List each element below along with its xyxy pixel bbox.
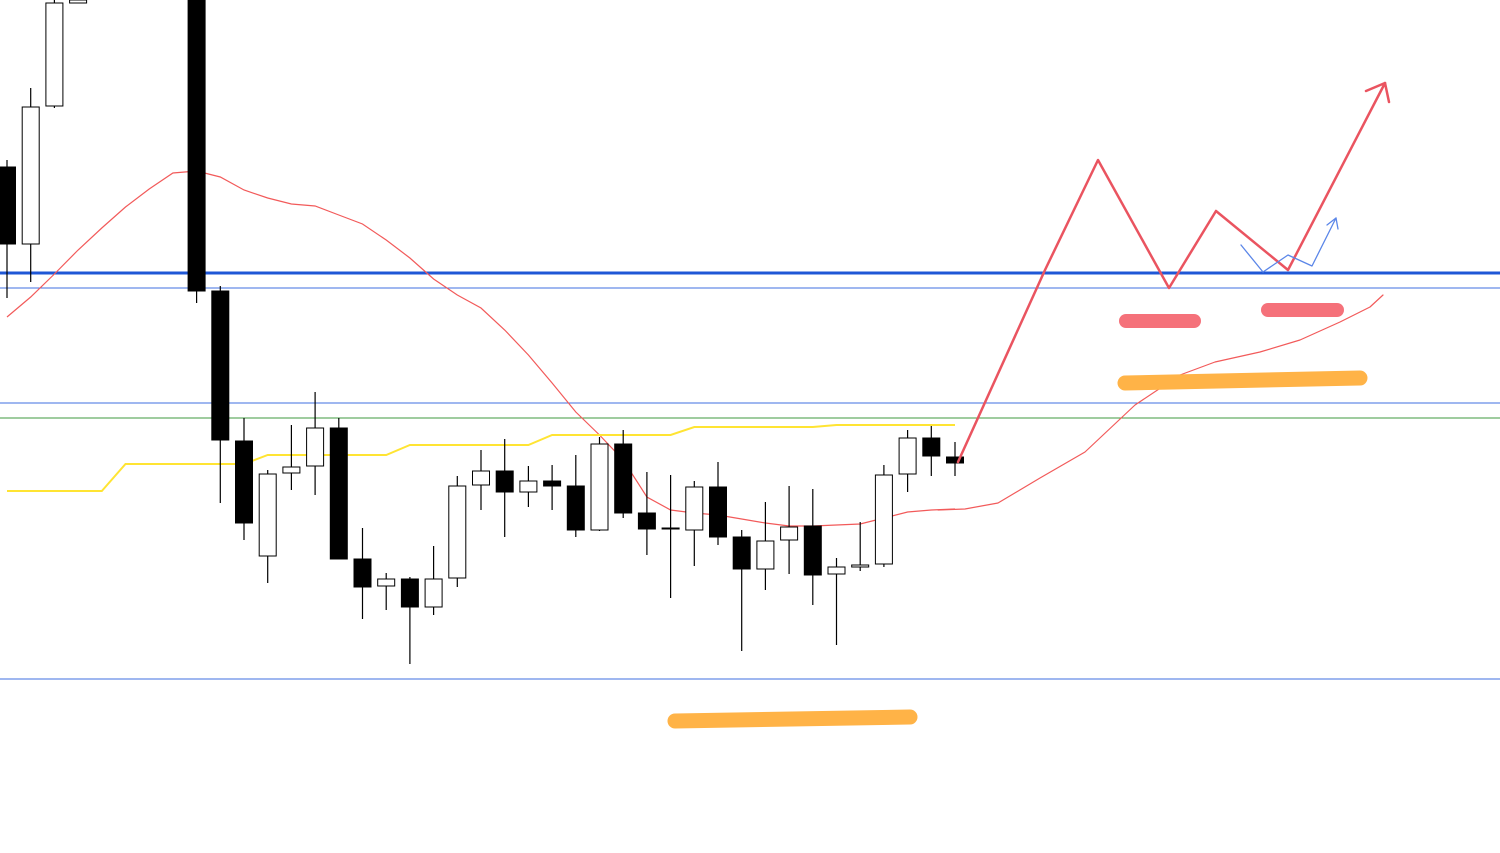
candle-body — [614, 443, 633, 514]
candle-body — [661, 527, 680, 530]
candle-body — [685, 486, 704, 531]
candle-body — [69, 0, 88, 4]
indicator-line — [6, 170, 956, 527]
candle-body — [258, 473, 277, 557]
candle-body — [235, 440, 253, 524]
candles — [0, 0, 964, 664]
candle-body — [187, 0, 206, 292]
candle-body — [495, 470, 514, 493]
candle-body — [803, 525, 822, 576]
candle-body — [424, 578, 443, 608]
sub-scenario-arrow — [1240, 217, 1337, 273]
candle-body — [211, 290, 230, 441]
candle-body — [874, 474, 893, 565]
candle-body — [898, 437, 917, 475]
candle-body — [306, 427, 325, 467]
candle-body — [543, 480, 562, 487]
annotations — [667, 81, 1391, 729]
indicator-lines — [6, 170, 956, 527]
candle-body — [519, 480, 538, 493]
scenario-arrowhead — [1364, 81, 1391, 104]
candle-body — [21, 106, 40, 245]
candle-body — [637, 512, 656, 530]
highlight-orange — [1117, 370, 1368, 391]
indicator-line — [7, 424, 955, 492]
scenario-arrow — [956, 81, 1387, 464]
candle-body — [566, 485, 585, 531]
candle-body — [922, 437, 941, 457]
candle-body — [353, 558, 372, 588]
candle-body — [472, 470, 490, 486]
candle-body — [827, 566, 846, 575]
candle-body — [590, 443, 609, 531]
candle-body — [377, 578, 396, 587]
price-levels — [0, 271, 1500, 680]
candle-body — [448, 485, 467, 579]
candle-body — [780, 526, 799, 541]
candle-body — [851, 564, 870, 568]
candle-body — [946, 456, 964, 464]
candle-body — [756, 540, 775, 570]
candle-body — [45, 2, 64, 107]
sub-scenario-arrowhead — [1326, 217, 1339, 230]
candle-body — [329, 427, 348, 560]
highlight-orange — [667, 709, 918, 729]
candle-body — [0, 166, 16, 245]
candle-body — [709, 486, 727, 538]
candle-body — [282, 466, 301, 474]
candle-body — [400, 578, 419, 608]
candle-body — [732, 536, 751, 570]
